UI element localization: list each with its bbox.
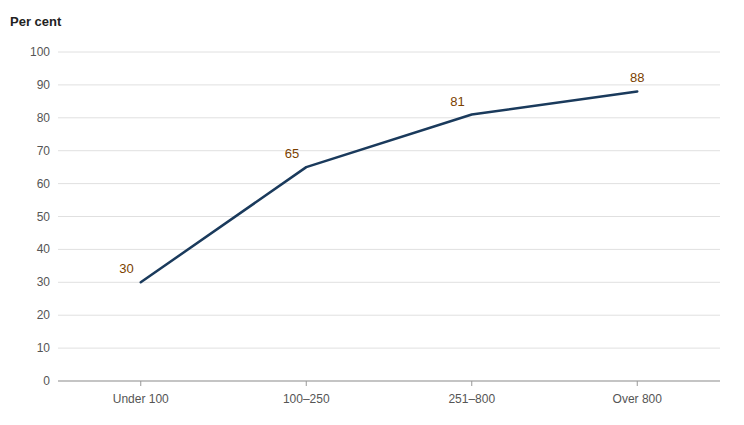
- y-tick-label: 80: [37, 111, 51, 125]
- grid-line: [58, 117, 720, 118]
- grid-line: [58, 183, 720, 184]
- x-axis-line: [58, 381, 720, 382]
- y-tick-label: 50: [37, 210, 51, 224]
- y-tick-label: 100: [30, 45, 50, 59]
- data-label: 65: [285, 146, 299, 161]
- grid-line: [58, 52, 720, 53]
- grid-line: [58, 315, 720, 316]
- plot-area: [141, 91, 638, 282]
- y-tick-label: 10: [37, 341, 51, 355]
- grid-line: [58, 249, 720, 250]
- chart-svg: Per cent 0 10 20 30 40 50 60 70 80 90 100 Under 100 1…: [0, 0, 744, 425]
- x-tick: [306, 381, 307, 386]
- data-label: 88: [630, 70, 644, 85]
- chart-container: Per cent 0 10 20 30 40 50 60 70 80 90 100 Under 100 1…: [0, 0, 744, 425]
- grid-line: [58, 84, 720, 85]
- x-tick: [471, 381, 472, 386]
- x-tick-label: 251–800: [448, 392, 495, 406]
- y-axis-label: Per cent: [10, 14, 62, 29]
- data-label: 30: [119, 261, 133, 276]
- x-tick: [637, 381, 638, 386]
- x-tick-label: Over 800: [613, 392, 663, 406]
- y-tick-label: 90: [37, 78, 51, 92]
- grid-line: [58, 348, 720, 349]
- y-tick-label: 30: [37, 275, 51, 289]
- x-tick: [140, 381, 141, 386]
- grid-line: [58, 282, 720, 283]
- y-tick-label: 60: [37, 177, 51, 191]
- y-tick-label: 20: [37, 308, 51, 322]
- grid-line: [58, 381, 720, 382]
- x-tick-label: 100–250: [283, 392, 330, 406]
- y-tick-label: 70: [37, 144, 51, 158]
- line-series: [141, 91, 638, 282]
- grid-line: [58, 150, 720, 151]
- x-tick-label: Under 100: [113, 392, 169, 406]
- y-tick-label: 0: [43, 374, 50, 388]
- data-label: 81: [450, 94, 464, 109]
- grid-line: [58, 216, 720, 217]
- grid: [58, 52, 720, 381]
- y-tick-label: 40: [37, 242, 51, 256]
